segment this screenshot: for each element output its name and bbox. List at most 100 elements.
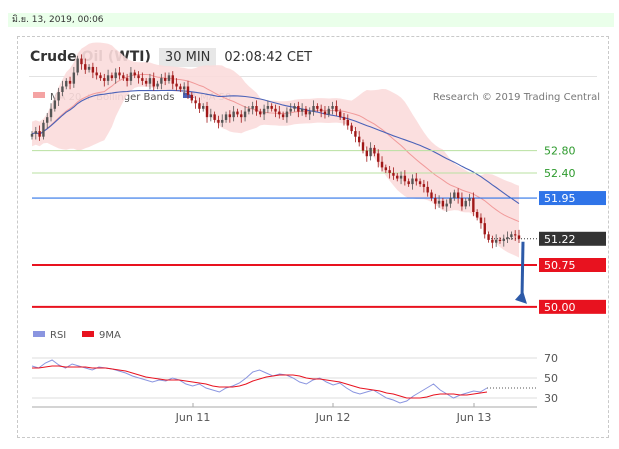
candle-body — [42, 122, 45, 137]
candle-body — [358, 136, 361, 143]
candle-body — [38, 131, 41, 137]
candle-body — [76, 58, 79, 73]
candle-body — [346, 119, 349, 126]
candle-body — [243, 111, 247, 118]
last-price-label: 51.22 — [544, 233, 576, 246]
candle-body — [483, 223, 486, 235]
candle-body — [148, 78, 152, 84]
candle-body — [487, 234, 490, 240]
candle-body — [502, 238, 505, 242]
resistance-label-0: 52.80 — [544, 145, 576, 158]
rsi-ma-legend-swatch — [82, 331, 94, 337]
candle-body — [175, 83, 178, 87]
candle-body — [209, 114, 213, 118]
candle-body — [426, 186, 429, 193]
candle-body — [68, 80, 72, 84]
candle-body — [441, 200, 445, 207]
candle-body — [247, 108, 251, 112]
x-tick-label-0: Jun 11 — [175, 411, 211, 424]
candle-body — [327, 108, 330, 115]
x-tick-label-2: Jun 13 — [456, 411, 492, 424]
support-tag-4 — [539, 258, 606, 272]
candle-body — [171, 75, 174, 84]
chart-time: 02:08:42 CET — [224, 49, 313, 65]
candle-body — [278, 111, 281, 115]
candle-body — [53, 100, 57, 109]
candle-body — [468, 198, 471, 201]
candle-body — [163, 78, 167, 81]
x-tick-label-1: Jun 12 — [315, 411, 351, 424]
resistance-label-1: 52.40 — [544, 167, 576, 180]
candle-body — [106, 75, 110, 81]
candle-body — [167, 75, 171, 81]
rsi-ma-legend-label: 9MA — [99, 330, 121, 341]
candle-body — [202, 106, 205, 109]
legend-swatch-1 — [183, 92, 195, 98]
candle-body — [262, 108, 266, 115]
bollinger-band-area — [32, 42, 519, 258]
candle-body — [49, 108, 53, 118]
legend-swatch-0 — [33, 92, 45, 98]
candle-body — [129, 72, 133, 81]
candle-body — [217, 119, 220, 123]
candle-body — [293, 106, 296, 109]
candle-body — [179, 86, 182, 90]
candle-body — [285, 111, 289, 118]
candle-body — [430, 192, 433, 199]
candle-body — [103, 78, 106, 81]
candle-body — [434, 198, 437, 204]
candle-body — [316, 106, 319, 109]
support-label-4: 50.75 — [544, 259, 576, 272]
candle-body — [449, 198, 452, 204]
candle-body — [255, 106, 258, 112]
chart-header: Crude Oil (WTI) 30 MIN 02:08:42 CET — [30, 46, 312, 68]
candle-body — [160, 78, 163, 84]
candle-body — [240, 114, 243, 118]
candle-body — [133, 72, 136, 76]
candle-body — [445, 203, 448, 207]
candle-body — [380, 161, 384, 168]
candle-body — [369, 147, 372, 157]
candle-body — [513, 234, 517, 236]
candle-body — [297, 106, 300, 112]
candle-body — [84, 64, 87, 70]
last-price-tag — [539, 231, 606, 246]
candle-body — [475, 212, 479, 218]
candle-body — [110, 75, 114, 79]
candle-body — [338, 111, 342, 118]
candle-body — [65, 80, 68, 87]
support-label-5: 50.00 — [544, 301, 576, 314]
candle-body — [137, 75, 140, 79]
chart-frame — [17, 36, 609, 438]
candle-body — [464, 200, 467, 207]
candle-body — [506, 237, 509, 239]
date-bar: มิ.ย. 13, 2019, 00:06 — [8, 13, 614, 27]
candle-body — [494, 239, 498, 243]
candle-body — [259, 111, 262, 115]
candle-body — [437, 200, 441, 204]
candle-body — [319, 108, 323, 112]
candle-body — [418, 181, 422, 185]
candle-body — [510, 234, 513, 238]
candle-body — [342, 117, 346, 120]
candle-body — [411, 178, 414, 185]
candle-body — [498, 239, 502, 242]
candle-body — [384, 167, 388, 171]
candle-body — [198, 103, 201, 109]
candle-body — [190, 94, 193, 101]
forecast-arrow-head — [515, 290, 527, 304]
timeframe-button[interactable]: 30 MIN — [158, 47, 217, 67]
header-divider — [29, 76, 597, 77]
candle-body — [350, 125, 353, 132]
candle-body — [61, 86, 64, 93]
rsi-tick-label-0: 70 — [544, 352, 558, 365]
candle-body — [87, 66, 91, 70]
candle-body — [34, 131, 38, 134]
candle-body — [99, 75, 102, 79]
candle-body — [213, 114, 216, 120]
candle-body — [141, 78, 144, 81]
candle-body — [472, 198, 475, 212]
candle-body — [95, 72, 98, 76]
candle-body — [388, 170, 391, 173]
